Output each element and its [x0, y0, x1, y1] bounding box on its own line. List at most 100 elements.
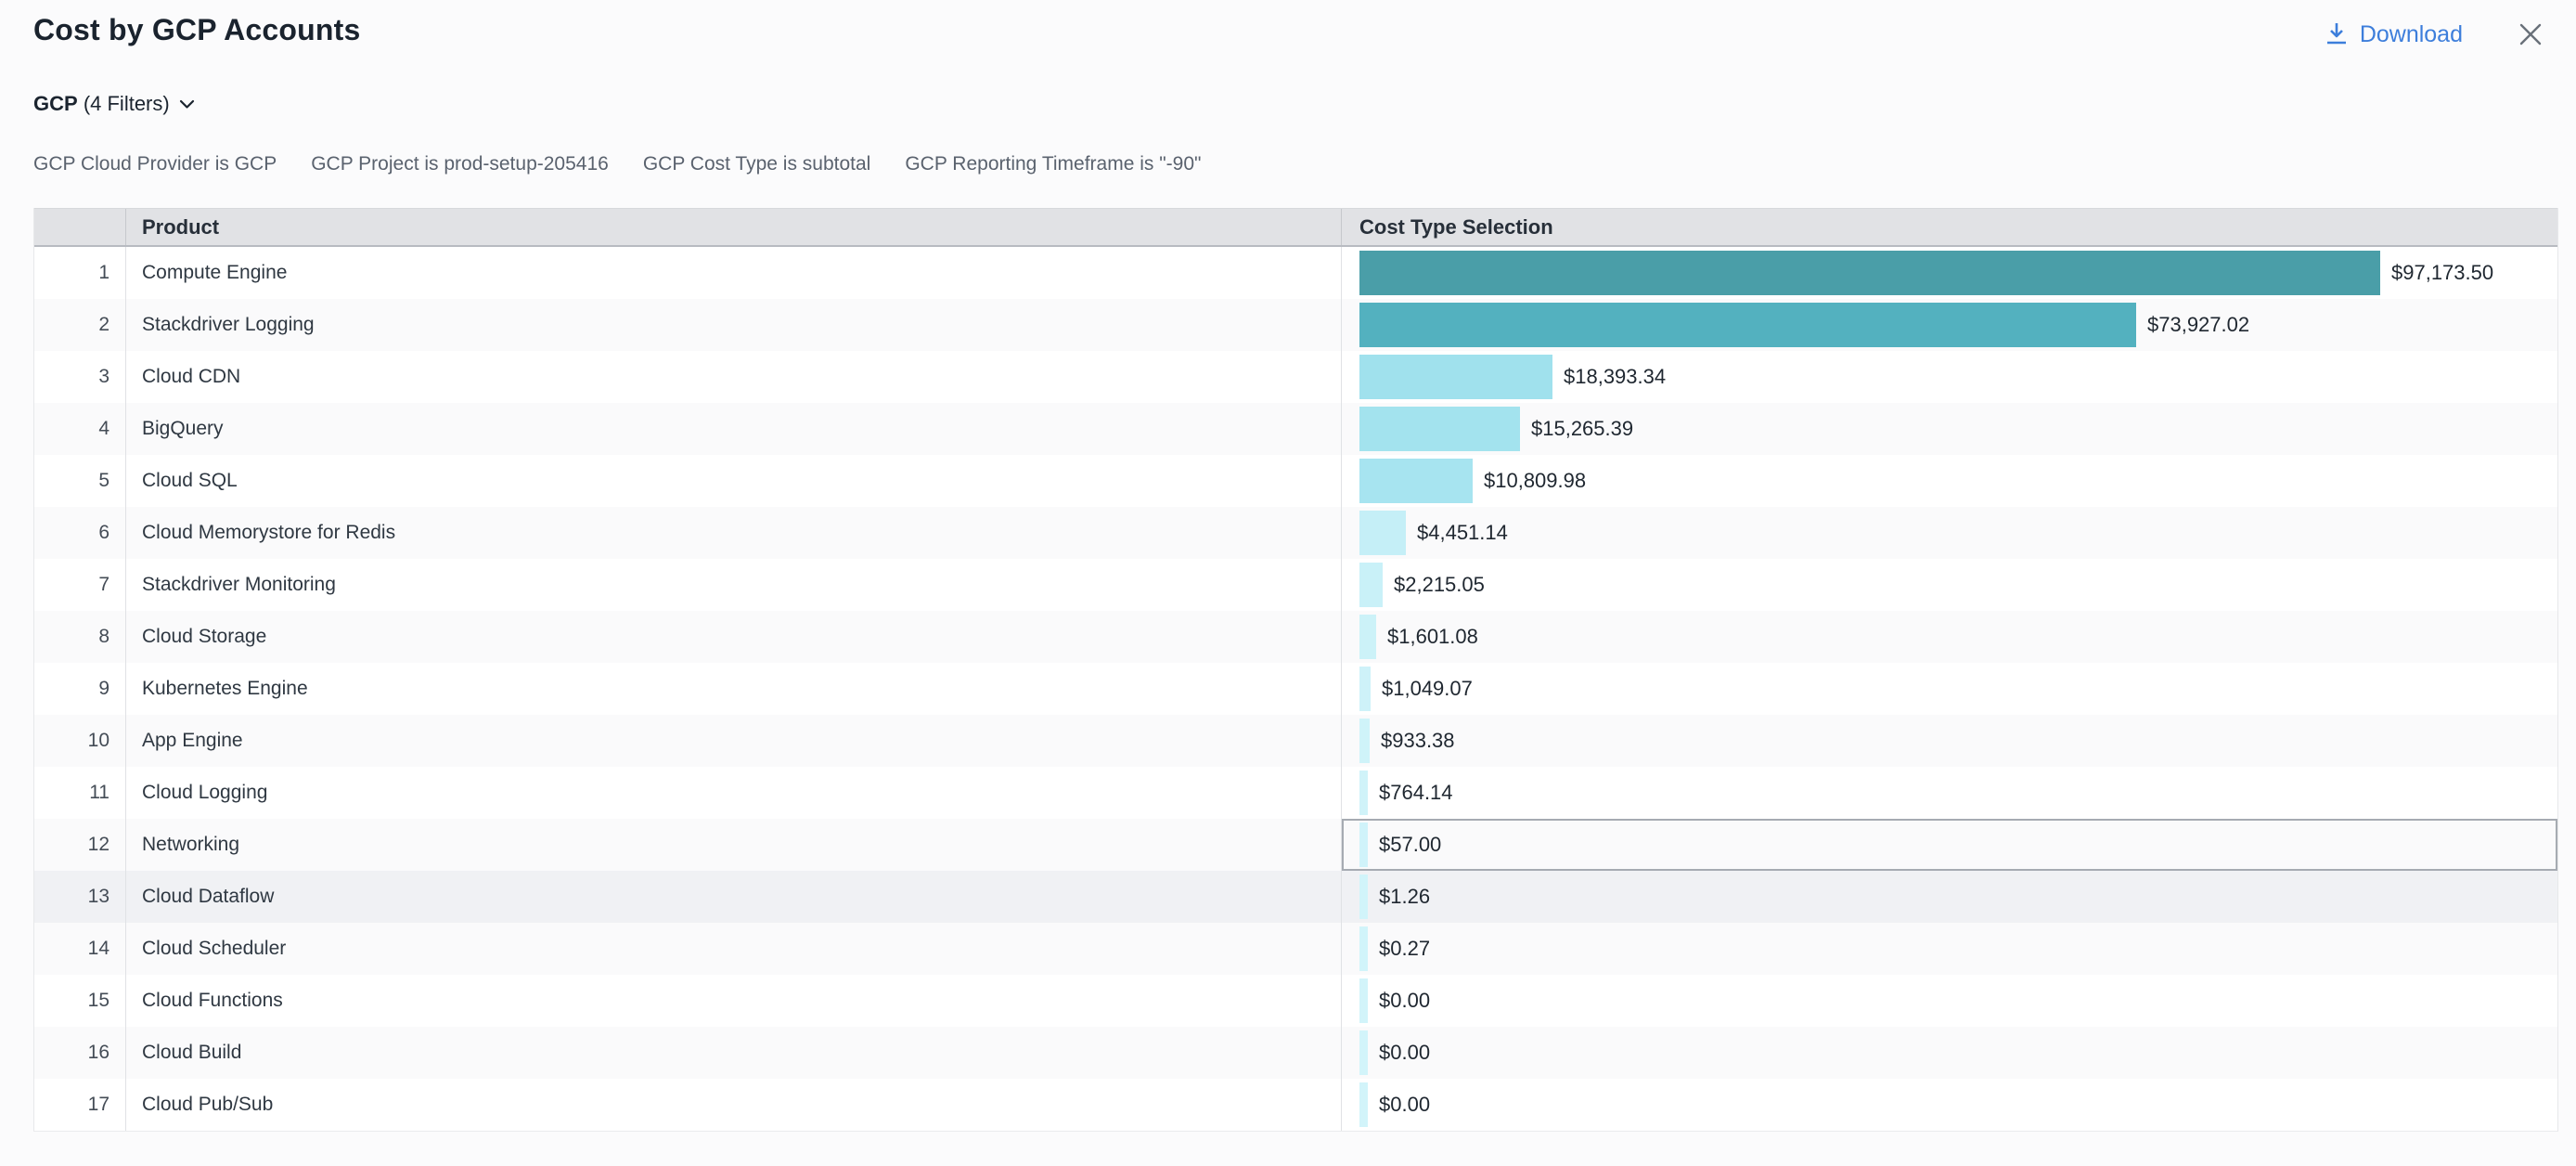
row-index: 13: [34, 871, 126, 923]
table-row: 7 Stackdriver Monitoring $2,215.05: [34, 559, 2557, 611]
row-index: 12: [34, 819, 126, 871]
product-cell[interactable]: Cloud Logging: [126, 767, 1342, 819]
product-cell[interactable]: Cloud Memorystore for Redis: [126, 507, 1342, 559]
table-row: 12 Networking $57.00: [34, 819, 2557, 871]
table-row: 6 Cloud Memorystore for Redis $4,451.14: [34, 507, 2557, 559]
value-bar: [1359, 1030, 1368, 1075]
download-icon: [2325, 21, 2349, 47]
row-number-column-header: [34, 209, 126, 245]
product-column-header[interactable]: Product: [126, 209, 1342, 245]
value-bar: [1359, 615, 1376, 659]
table-row: 5 Cloud SQL $10,809.98: [34, 455, 2557, 507]
value-cell[interactable]: $73,927.02: [1342, 299, 2557, 351]
value-cell[interactable]: $1,049.07: [1342, 663, 2557, 715]
value-bar: [1359, 407, 1520, 451]
value-label: $0.00: [1379, 1041, 1431, 1064]
value-label: $2,215.05: [1394, 573, 1485, 596]
filter-group-toggle[interactable]: GCP (4 Filters): [33, 92, 195, 116]
value-bar: [1359, 926, 1368, 971]
value-bar: [1359, 978, 1368, 1023]
value-cell[interactable]: $1.26: [1342, 871, 2557, 923]
value-label: $0.00: [1379, 989, 1431, 1012]
value-bar: [1359, 874, 1368, 919]
row-index: 4: [34, 403, 126, 455]
value-bar: [1359, 511, 1406, 555]
product-cell[interactable]: Cloud Pub/Sub: [126, 1079, 1342, 1131]
filter-item: GCP Cost Type is subtotal: [642, 153, 871, 175]
row-index: 16: [34, 1027, 126, 1079]
value-cell[interactable]: $10,809.98: [1342, 455, 2557, 507]
row-index: 9: [34, 663, 126, 715]
close-icon: [2517, 20, 2544, 48]
table-row: 4 BigQuery $15,265.39: [34, 403, 2557, 455]
value-label: $73,927.02: [2147, 313, 2250, 336]
value-label: $933.38: [1381, 729, 1455, 752]
product-cell[interactable]: Cloud Dataflow: [126, 871, 1342, 923]
value-cell[interactable]: $18,393.34: [1342, 351, 2557, 403]
value-bar: [1359, 771, 1368, 815]
table-row: 17 Cloud Pub/Sub $0.00: [34, 1079, 2557, 1131]
product-cell[interactable]: Cloud Build: [126, 1027, 1342, 1079]
value-label: $57.00: [1379, 833, 1442, 856]
value-cell[interactable]: $0.00: [1342, 1027, 2557, 1079]
value-bar: [1359, 459, 1473, 503]
product-cell[interactable]: Cloud Scheduler: [126, 923, 1342, 975]
value-bar: [1359, 719, 1370, 763]
value-cell[interactable]: $97,173.50: [1342, 247, 2557, 299]
applied-filters: GCP Cloud Provider is GCP GCP Project is…: [33, 150, 1201, 178]
value-bar: [1359, 355, 1552, 399]
table-row: 1 Compute Engine $97,173.50: [34, 247, 2557, 299]
product-cell[interactable]: Cloud SQL: [126, 455, 1342, 507]
table-row: 13 Cloud Dataflow $1.26: [34, 871, 2557, 923]
download-label: Download: [2359, 20, 2463, 47]
value-label: $1,049.07: [1382, 677, 1473, 700]
table-row: 3 Cloud CDN $18,393.34: [34, 351, 2557, 403]
value-bar: [1359, 1082, 1368, 1127]
table-row: 10 App Engine $933.38: [34, 715, 2557, 767]
product-cell[interactable]: Stackdriver Monitoring: [126, 559, 1342, 611]
row-index: 11: [34, 767, 126, 819]
table-header-row: Product Cost Type Selection: [34, 208, 2557, 247]
chevron-down-icon: [179, 99, 195, 110]
close-button[interactable]: [2517, 20, 2544, 48]
product-cell[interactable]: BigQuery: [126, 403, 1342, 455]
value-cell[interactable]: $0.27: [1342, 923, 2557, 975]
value-cell[interactable]: $764.14: [1342, 767, 2557, 819]
product-cell[interactable]: Cloud Functions: [126, 975, 1342, 1027]
product-cell[interactable]: Compute Engine: [126, 247, 1342, 299]
row-index: 14: [34, 923, 126, 975]
value-cell[interactable]: $57.00: [1342, 819, 2557, 871]
cost-type-selection-column-header[interactable]: Cost Type Selection: [1359, 215, 1553, 239]
product-cell[interactable]: Networking: [126, 819, 1342, 871]
value-cell[interactable]: $0.00: [1342, 975, 2557, 1027]
row-index: 3: [34, 351, 126, 403]
value-bar: [1359, 667, 1371, 711]
value-cell[interactable]: $1,601.08: [1342, 611, 2557, 663]
value-cell[interactable]: $0.00: [1342, 1079, 2557, 1131]
value-cell[interactable]: $4,451.14: [1342, 507, 2557, 559]
filter-item: GCP Project is prod-setup-205416: [311, 153, 609, 175]
filter-group-count: (4 Filters): [83, 92, 170, 115]
value-label: $10,809.98: [1484, 469, 1587, 492]
value-bar: [1359, 823, 1368, 867]
value-label: $4,451.14: [1417, 521, 1508, 544]
value-cell[interactable]: $933.38: [1342, 715, 2557, 767]
value-label: $0.00: [1379, 1093, 1431, 1116]
table-row: 9 Kubernetes Engine $1,049.07: [34, 663, 2557, 715]
product-cell[interactable]: Cloud Storage: [126, 611, 1342, 663]
value-cell[interactable]: $2,215.05: [1342, 559, 2557, 611]
product-cell[interactable]: Stackdriver Logging: [126, 299, 1342, 351]
row-index: 7: [34, 559, 126, 611]
cost-table: Product Cost Type Selection 1 Compute En…: [33, 208, 2558, 1132]
value-label: $18,393.34: [1564, 365, 1667, 388]
table-body: 1 Compute Engine $97,173.50 2 Stackdrive…: [34, 247, 2557, 1131]
product-cell[interactable]: Cloud CDN: [126, 351, 1342, 403]
row-index: 2: [34, 299, 126, 351]
value-cell[interactable]: $15,265.39: [1342, 403, 2557, 455]
product-cell[interactable]: Kubernetes Engine: [126, 663, 1342, 715]
download-button[interactable]: Download: [2325, 21, 2463, 48]
product-cell[interactable]: App Engine: [126, 715, 1342, 767]
filter-item: GCP Reporting Timeframe is "-90": [905, 153, 1202, 175]
value-label: $1,601.08: [1387, 625, 1478, 648]
page-title: Cost by GCP Accounts: [33, 13, 361, 46]
